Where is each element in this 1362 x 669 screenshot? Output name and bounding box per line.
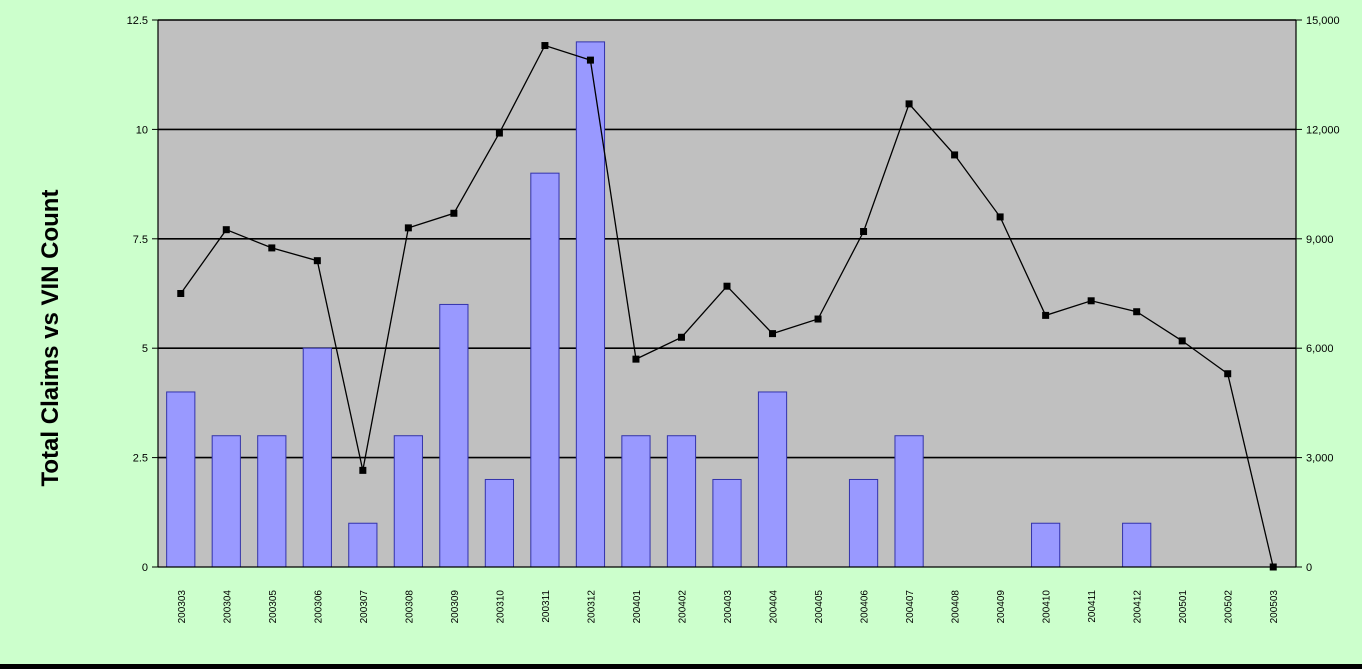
x-tick-label: 200406 bbox=[860, 590, 871, 624]
left-axis-ticks: 0 2.5 5 7.5 10 12.5 bbox=[127, 15, 158, 574]
line-point bbox=[905, 100, 913, 108]
line-point bbox=[1133, 308, 1141, 316]
x-tick-label: 200305 bbox=[268, 590, 279, 624]
bar bbox=[1031, 522, 1061, 568]
x-tick-label: 200407 bbox=[905, 590, 916, 624]
bar bbox=[257, 435, 287, 568]
line-point bbox=[677, 333, 685, 341]
bar bbox=[484, 478, 515, 568]
x-tick-label: 200410 bbox=[1042, 590, 1053, 624]
line-point bbox=[586, 56, 594, 64]
line-point bbox=[1224, 370, 1232, 378]
x-tick-label: 200311 bbox=[541, 590, 552, 623]
bar-series bbox=[166, 41, 1152, 568]
bar bbox=[393, 435, 423, 568]
x-axis-ticks: 200303 200304 200305 200306 200307 200308 2003… bbox=[177, 590, 1280, 624]
bar bbox=[848, 478, 879, 568]
left-tick-label: 7.5 bbox=[133, 234, 148, 246]
line-point bbox=[860, 228, 868, 236]
x-tick-label: 200312 bbox=[586, 590, 597, 624]
x-tick-label: 200503 bbox=[1269, 590, 1280, 624]
x-tick-label: 200411 bbox=[1087, 590, 1098, 623]
x-tick-label: 200403 bbox=[723, 590, 734, 624]
right-axis-ticks: 0 3,000 6,000 9,000 12,000 15,000 bbox=[1296, 15, 1340, 574]
line-point bbox=[495, 129, 503, 137]
bar bbox=[894, 435, 924, 568]
bar bbox=[211, 435, 241, 568]
axes bbox=[157, 20, 1297, 568]
right-tick-label: 0 bbox=[1306, 562, 1312, 574]
bar bbox=[666, 435, 697, 568]
line-point bbox=[313, 257, 321, 265]
line-point bbox=[632, 355, 640, 363]
bar bbox=[302, 347, 332, 568]
line-point bbox=[222, 226, 230, 234]
line-point bbox=[1178, 337, 1186, 345]
x-tick-label: 200308 bbox=[404, 590, 415, 624]
right-tick-label: 9,000 bbox=[1306, 234, 1334, 246]
line-point bbox=[951, 151, 959, 159]
bar bbox=[621, 435, 651, 568]
x-tick-label: 200502 bbox=[1224, 590, 1235, 624]
x-tick-label: 200310 bbox=[495, 590, 506, 624]
line-point bbox=[996, 213, 1004, 221]
right-tick-label: 6,000 bbox=[1306, 343, 1334, 355]
left-tick-label: 2.5 bbox=[133, 453, 148, 465]
line-point bbox=[769, 330, 777, 338]
x-tick-label: 200409 bbox=[996, 590, 1007, 624]
left-tick-label: 5 bbox=[142, 343, 148, 355]
bar bbox=[439, 303, 469, 568]
x-tick-label: 200405 bbox=[814, 590, 825, 624]
bar bbox=[712, 478, 742, 568]
line-point bbox=[359, 466, 367, 474]
x-tick-label: 200303 bbox=[177, 590, 188, 624]
line-point bbox=[1087, 297, 1095, 305]
right-tick-label: 15,000 bbox=[1306, 15, 1340, 27]
line-point bbox=[404, 224, 412, 232]
x-tick-label: 200402 bbox=[678, 590, 689, 624]
line-point bbox=[1042, 311, 1050, 319]
x-tick-label: 200501 bbox=[1178, 590, 1189, 624]
x-tick-label: 200309 bbox=[450, 590, 461, 624]
y-axis-label: Total Claims vs VIN Count bbox=[37, 190, 64, 487]
bar bbox=[575, 41, 606, 568]
bar bbox=[1122, 522, 1152, 568]
x-tick-label: 200401 bbox=[632, 590, 643, 624]
bar bbox=[530, 172, 560, 568]
left-tick-label: 12.5 bbox=[127, 15, 148, 27]
line-point bbox=[177, 290, 185, 297]
x-tick-label: 200412 bbox=[1133, 590, 1144, 624]
line-point bbox=[814, 315, 822, 323]
left-tick-label: 10 bbox=[136, 124, 148, 136]
x-tick-label: 200307 bbox=[359, 590, 370, 624]
plot-area bbox=[158, 20, 1296, 567]
x-tick-label: 200408 bbox=[951, 590, 962, 624]
bar bbox=[757, 391, 788, 568]
x-tick-label: 200304 bbox=[222, 590, 233, 624]
right-tick-label: 3,000 bbox=[1306, 453, 1334, 465]
bar bbox=[348, 522, 378, 568]
x-tick-label: 200306 bbox=[313, 590, 324, 624]
line-point bbox=[541, 42, 549, 50]
line-point bbox=[450, 209, 458, 217]
gridlines bbox=[158, 19, 1296, 459]
right-tick-label: 12,000 bbox=[1306, 124, 1340, 136]
line-point bbox=[268, 244, 276, 252]
left-tick-label: 0 bbox=[142, 562, 148, 574]
line-point bbox=[723, 282, 731, 290]
bar bbox=[166, 391, 196, 568]
x-tick-label: 200404 bbox=[769, 590, 780, 624]
